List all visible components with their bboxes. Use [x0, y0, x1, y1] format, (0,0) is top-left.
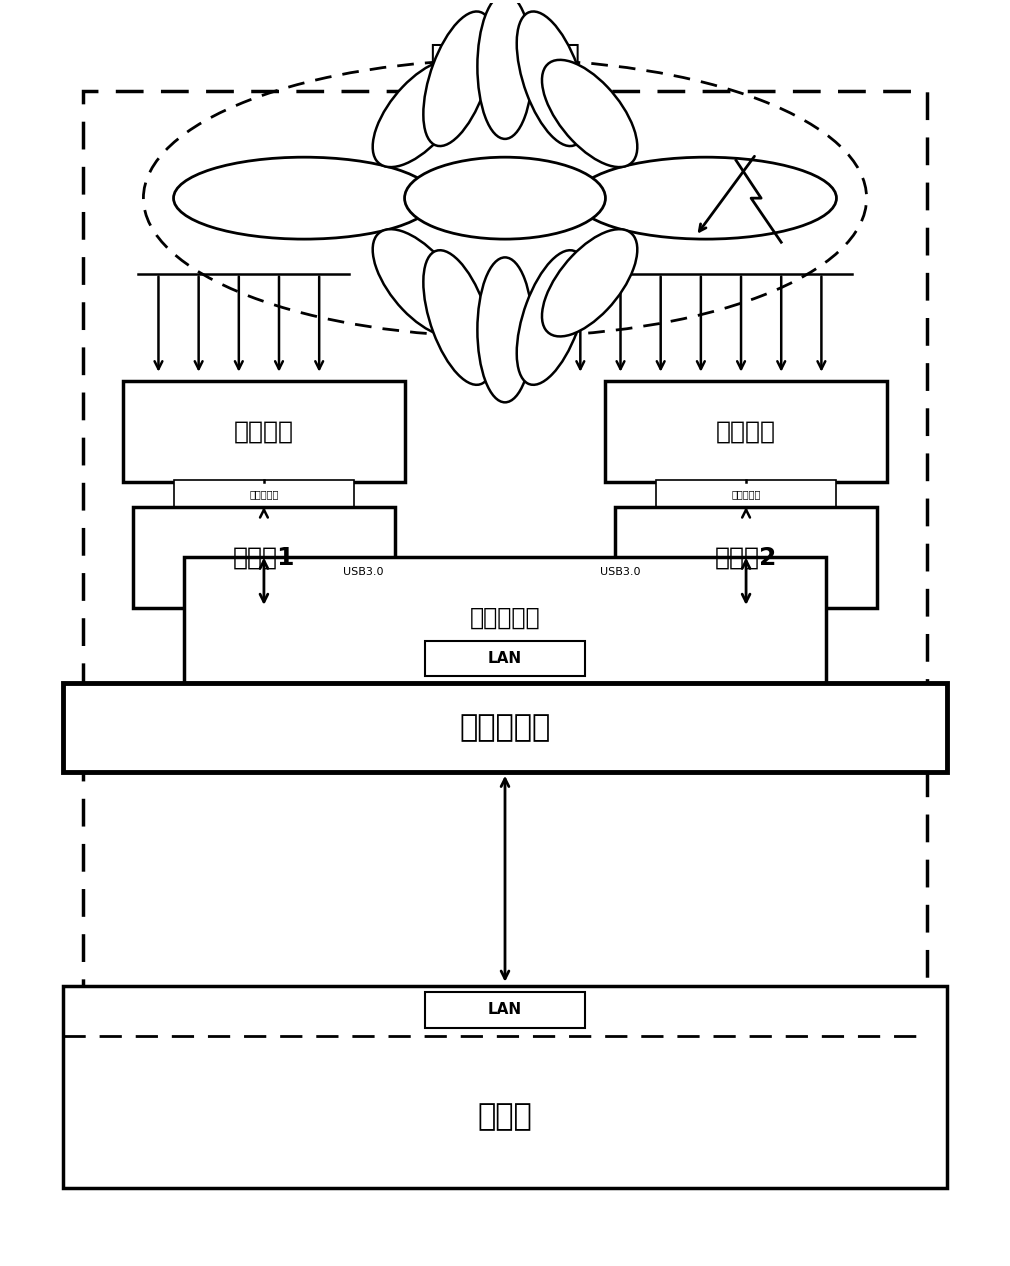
Text: 同轴开关: 同轴开关 [234, 419, 294, 443]
Ellipse shape [373, 60, 468, 167]
Ellipse shape [373, 229, 468, 337]
FancyBboxPatch shape [655, 481, 836, 508]
Ellipse shape [517, 251, 587, 385]
Text: USB3.0: USB3.0 [601, 567, 641, 577]
Text: 无人机探测装置: 无人机探测装置 [429, 43, 581, 76]
FancyBboxPatch shape [123, 381, 405, 482]
Ellipse shape [478, 0, 532, 139]
FancyBboxPatch shape [424, 993, 586, 1028]
Text: 上位机: 上位机 [478, 1103, 532, 1132]
FancyBboxPatch shape [184, 557, 826, 684]
Text: 宽带低噪放: 宽带低噪放 [731, 490, 761, 499]
Text: LAN: LAN [488, 651, 522, 666]
Ellipse shape [423, 11, 493, 146]
FancyBboxPatch shape [615, 506, 877, 608]
Ellipse shape [542, 229, 637, 337]
FancyBboxPatch shape [605, 381, 887, 482]
Ellipse shape [576, 157, 836, 239]
Text: 三脚架平台: 三脚架平台 [460, 713, 550, 742]
Text: 接收机1: 接收机1 [232, 546, 295, 570]
FancyBboxPatch shape [63, 986, 947, 1188]
Ellipse shape [517, 11, 587, 146]
FancyBboxPatch shape [174, 481, 355, 508]
Text: 嵌入式主机: 嵌入式主机 [470, 606, 540, 630]
Text: 接收机2: 接收机2 [715, 546, 778, 570]
Ellipse shape [174, 157, 434, 239]
Text: 宽带低噪放: 宽带低噪放 [249, 490, 279, 499]
Ellipse shape [405, 157, 605, 239]
Ellipse shape [478, 257, 532, 403]
Text: LAN: LAN [488, 1003, 522, 1018]
FancyBboxPatch shape [63, 684, 947, 772]
FancyBboxPatch shape [424, 641, 586, 676]
Ellipse shape [423, 251, 493, 385]
FancyBboxPatch shape [133, 506, 395, 608]
Text: USB3.0: USB3.0 [343, 567, 384, 577]
Ellipse shape [542, 60, 637, 167]
Text: 同轴开关: 同轴开关 [716, 419, 776, 443]
